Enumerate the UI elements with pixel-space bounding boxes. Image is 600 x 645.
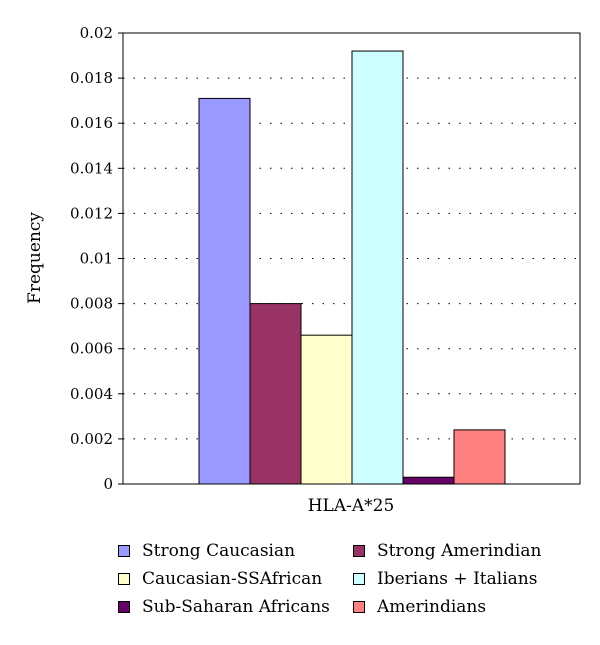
y-tick-label: 0.002	[70, 430, 113, 448]
y-tick-label: 0.016	[70, 114, 113, 132]
y-tick-label: 0.02	[80, 24, 113, 42]
y-tick-label: 0.008	[70, 295, 113, 313]
bar-strong-caucasian	[198, 97, 251, 485]
legend-swatch	[118, 545, 130, 557]
bar-iberians-italians	[351, 50, 404, 485]
legend-swatch	[118, 573, 130, 585]
y-tick-label: 0	[103, 475, 113, 493]
bar-sub-saharan-africans	[402, 476, 455, 485]
bar-caucasian-ssafrican	[300, 334, 353, 485]
x-category-label: HLA-A*25	[308, 496, 395, 516]
y-axis-label: Frequency	[25, 212, 45, 304]
legend-label: Strong Caucasian	[142, 541, 296, 561]
legend-label: Amerindians	[377, 597, 487, 617]
legend-item: Iberians + Italians	[353, 568, 588, 590]
legend-swatch	[353, 573, 365, 585]
y-tick-label: 0.018	[70, 69, 113, 87]
bar-amerindians	[453, 429, 506, 485]
legend-item: Amerindians	[353, 596, 588, 618]
y-tick-label: 0.012	[70, 204, 113, 222]
y-tick-label: 0.006	[70, 340, 113, 358]
legend-label: Sub-Saharan Africans	[142, 597, 330, 617]
legend-label: Strong Amerindian	[377, 541, 542, 561]
bar-strong-amerindian	[249, 303, 302, 485]
bar-chart: 0 0.002 0.004 0.006 0.008 0.01 0.012 0.014 0.016…	[25, 24, 581, 516]
y-tick-label: 0.014	[70, 159, 113, 177]
legend-item: Strong Amerindian	[353, 540, 588, 562]
legend-swatch	[353, 601, 365, 613]
legend-swatch	[353, 545, 365, 557]
legend-item: Sub-Saharan Africans	[118, 596, 353, 618]
legend-label: Iberians + Italians	[377, 569, 538, 589]
legend-item: Caucasian-SSAfrican	[118, 568, 353, 590]
y-tick-label: 0.004	[70, 385, 113, 403]
legend-swatch	[118, 601, 130, 613]
legend-item: Strong Caucasian	[118, 540, 353, 562]
bars	[198, 50, 506, 485]
y-tick-label: 0.01	[80, 250, 113, 268]
legend-label: Caucasian-SSAfrican	[142, 569, 323, 589]
legend: Strong Caucasian Strong Amerindian Caucasi…	[118, 540, 588, 618]
y-axis-ticks: 0 0.002 0.004 0.006 0.008 0.01 0.012 0.014 0.016…	[70, 24, 123, 493]
